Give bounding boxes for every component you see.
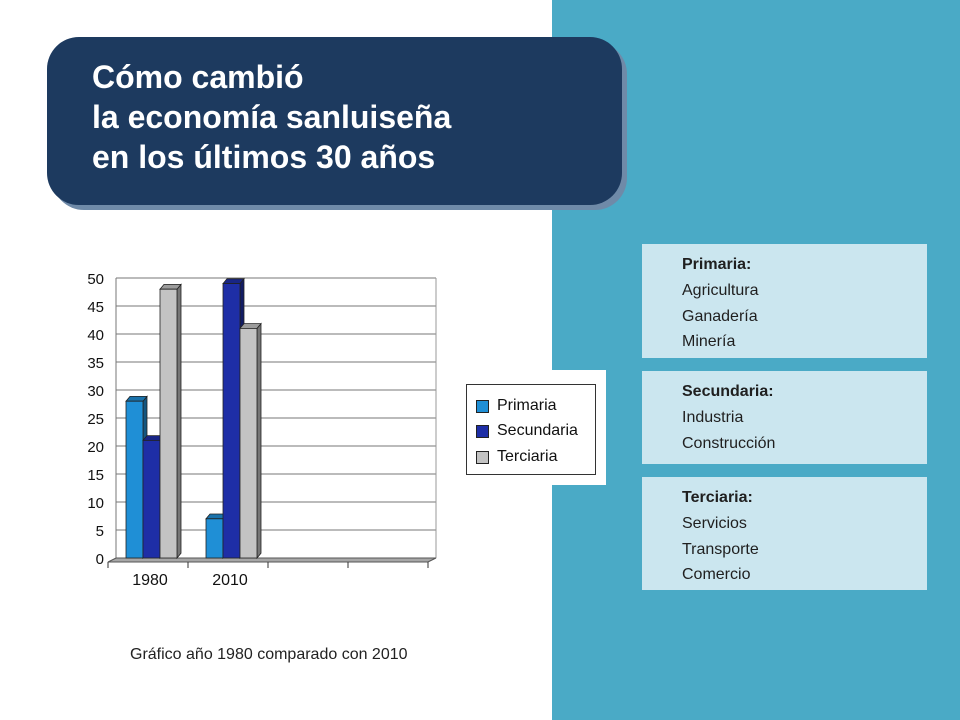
- title-box: [47, 37, 622, 205]
- bar-top: [222, 278, 245, 285]
- y-tick-label: 0: [96, 551, 104, 568]
- info-item: Industria: [682, 409, 744, 426]
- y-tick-label: 10: [87, 495, 104, 512]
- info-heading-terciaria: Terciaria:: [682, 489, 753, 506]
- y-tick-label: 25: [87, 411, 104, 428]
- legend-label: Secundaria: [497, 422, 578, 439]
- legend-label: Terciaria: [497, 448, 558, 465]
- bar-side: [256, 322, 262, 560]
- info-item: Servicios: [682, 515, 747, 532]
- y-tick-label: 20: [87, 439, 104, 456]
- bar-primaria-1980: [125, 400, 144, 559]
- title-line-3: en los últimos 30 años: [92, 139, 436, 175]
- bar-terciaria-2010: [239, 328, 258, 559]
- y-tick-label: 45: [87, 299, 104, 316]
- info-item: Transporte: [682, 540, 759, 558]
- legend-item-secundaria: Secundaria: [476, 421, 578, 441]
- title-line-1: Cómo cambió: [92, 59, 304, 95]
- y-tick-label: 5: [96, 523, 104, 540]
- bar-secundaria-2010: [222, 283, 241, 559]
- info-heading-primaria: Primaria:: [682, 256, 752, 273]
- bar-primaria-2010: [205, 518, 224, 559]
- bar-top: [159, 283, 182, 290]
- x-tick-label: 2010: [212, 572, 248, 589]
- info-item: Minería: [682, 333, 736, 350]
- legend-box: Primaria Secundaria Terciaria: [466, 384, 596, 475]
- legend-swatch-primaria: [476, 399, 489, 413]
- bar-terciaria-1980: [159, 288, 178, 559]
- info-item: Comercio: [682, 566, 751, 583]
- title-line-2: la economía sanluiseña: [92, 99, 452, 135]
- info-item: Agricultura: [682, 282, 759, 299]
- legend-label: Primaria: [497, 397, 557, 414]
- legend-item-primaria: Primaria: [476, 396, 557, 416]
- bar-top: [239, 323, 262, 329]
- bar-chart: 0 5 10 15 20 25 30 35 40 45 50 1980 2010: [87, 271, 437, 589]
- chart-legend: Primaria Secundaria Terciaria: [460, 370, 606, 485]
- bar-side: [176, 283, 182, 560]
- info-item: Ganadería: [682, 307, 758, 325]
- y-tick-label: 15: [87, 467, 104, 484]
- info-box-secundaria: Secundaria: Industria Construcción: [642, 371, 927, 464]
- bar-secundaria-1980: [142, 439, 161, 559]
- y-tick-label: 50: [87, 271, 104, 288]
- y-tick-label: 30: [87, 383, 104, 400]
- legend-swatch-terciaria: [476, 450, 489, 464]
- x-tick-label: 1980: [132, 572, 168, 589]
- y-tick-label: 40: [87, 327, 104, 344]
- y-tick-label: 35: [87, 355, 104, 372]
- legend-swatch-secundaria: [476, 424, 489, 438]
- info-heading-secundaria: Secundaria:: [682, 383, 774, 400]
- info-item: Construcción: [682, 434, 776, 452]
- info-box-terciaria: Terciaria: Servicios Transporte Comercio: [642, 477, 927, 590]
- chart-floor: [107, 557, 437, 563]
- info-box-primaria: Primaria: Agricultura Ganadería Minería: [642, 244, 927, 358]
- bar-top: [125, 395, 148, 402]
- legend-item-terciaria: Terciaria: [476, 447, 557, 467]
- chart-caption: Gráfico año 1980 comparado con 2010: [130, 646, 408, 663]
